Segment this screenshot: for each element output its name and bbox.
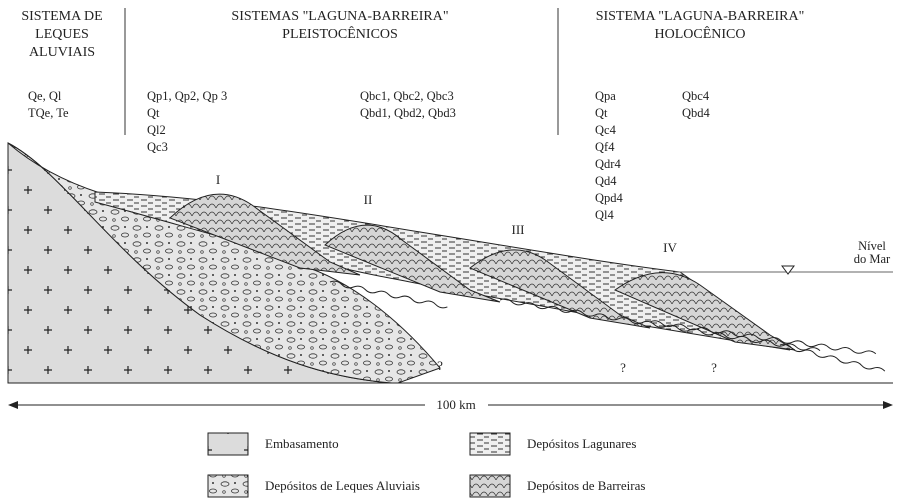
unit-code: Ql2 [147, 123, 166, 137]
unknown-mark: ? [437, 358, 443, 373]
scale-label: 100 km [436, 397, 475, 412]
unit-code: Qt [147, 106, 160, 120]
unit-code: Qc3 [147, 140, 168, 154]
legend-swatch [208, 475, 248, 497]
unit-code: Qbc4 [682, 89, 710, 103]
unknown-mark: ? [711, 360, 717, 375]
unit-code: TQe, Te [28, 106, 69, 120]
legend-swatch [208, 433, 248, 455]
barrier-label: III [512, 222, 525, 237]
header-line: SISTEMA "LAGUNA-BARREIRA" [596, 9, 805, 24]
legend-swatch [470, 475, 510, 497]
sea-level-symbol [782, 266, 794, 274]
header-line: SISTEMAS "LAGUNA-BARREIRA" [231, 9, 448, 24]
unit-code: Qd4 [595, 174, 617, 188]
header-line: HOLOCÊNICO [655, 25, 746, 42]
barrier-label: I [216, 172, 220, 187]
wavy-line [780, 343, 886, 373]
legend-label: Embasamento [265, 436, 339, 451]
unit-code: Qe, Ql [28, 89, 62, 103]
sea-level-label: Nível [858, 239, 886, 253]
unit-code: Qpd4 [595, 191, 624, 205]
cross-section [8, 143, 893, 383]
header-line: ALUVIAIS [29, 45, 95, 60]
diagram: 100 km SISTEMA DE LEQUES ALUVIAIS SISTEMAS … [0, 0, 899, 501]
unit-code: Qp1, Qp2, Qp 3 [147, 89, 227, 103]
header-line: PLEISTOCÊNICOS [282, 25, 398, 42]
unit-code: Qbd1, Qbd2, Qbd3 [360, 106, 456, 120]
unit-code: Ql4 [595, 208, 615, 222]
legend-label: Depósitos de Barreiras [527, 478, 645, 493]
unknown-mark: ? [620, 360, 626, 375]
unit-code: Qf4 [595, 140, 615, 154]
unit-code: Qpa [595, 89, 616, 103]
barrier-label: II [364, 192, 373, 207]
scale-bar: 100 km [8, 397, 893, 412]
unit-code: Qt [595, 106, 608, 120]
legend-swatch [470, 433, 510, 455]
unit-code: Qbc1, Qbc2, Qbc3 [360, 89, 454, 103]
unit-code: Qc4 [595, 123, 617, 137]
legend-label: Depósitos Lagunares [527, 436, 636, 451]
unit-code: Qdr4 [595, 157, 621, 171]
barrier-label: IV [663, 240, 677, 255]
sea-level-label: do Mar [854, 252, 891, 266]
header-line: SISTEMA DE [21, 9, 102, 24]
legend-label: Depósitos de Leques Aluviais [265, 478, 420, 493]
unit-code: Qbd4 [682, 106, 711, 120]
header-line: LEQUES [35, 27, 89, 42]
